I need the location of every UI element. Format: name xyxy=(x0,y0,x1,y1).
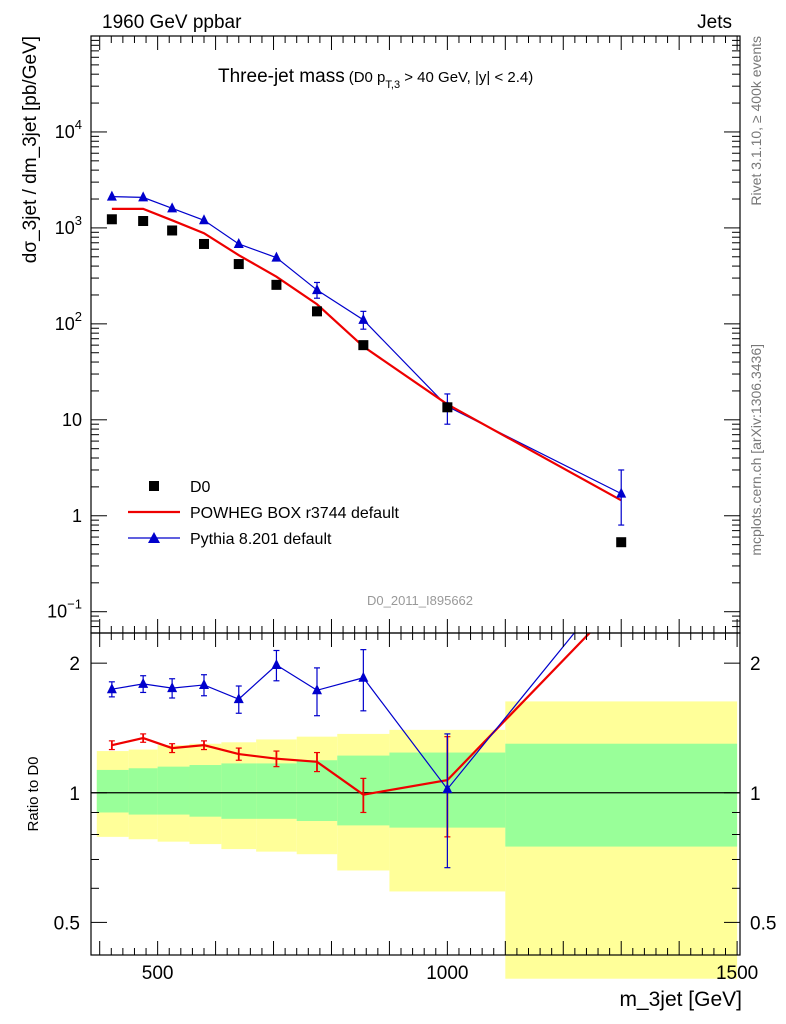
main-y-tick-label-base: 10 xyxy=(55,218,75,238)
pythia-ratio-point xyxy=(358,671,369,682)
main-y-tick-label-exp: 2 xyxy=(75,309,82,324)
pythia-point xyxy=(271,251,282,262)
d0-point xyxy=(616,537,627,548)
main-y-tick-label: 104 xyxy=(55,117,82,142)
pythia-point xyxy=(233,237,244,248)
ratio-y-tick-label: 0.5 xyxy=(54,913,80,934)
x-tick-label: 500 xyxy=(142,963,174,984)
pythia-point xyxy=(138,191,149,202)
legend-d0-label: D0 xyxy=(190,479,211,496)
legend-powheg-label: POWHEG BOX r3744 default xyxy=(190,505,400,522)
main-y-tick-label-base: 10 xyxy=(55,122,75,142)
main-y-tick-label: 1 xyxy=(72,506,82,526)
pythia-ratio-point xyxy=(233,693,244,704)
header-left: 1960 GeV ppbar xyxy=(102,12,242,33)
analysis-watermark: D0_2011_I895662 xyxy=(367,593,473,608)
pythia-point xyxy=(616,487,627,498)
pythia-ratio-line xyxy=(111,633,576,791)
legend-pythia-label: Pythia 8.201 default xyxy=(190,531,332,548)
pythia-ratio-point xyxy=(167,682,178,693)
pythia-ratio-point xyxy=(106,683,117,694)
header-right: Jets xyxy=(697,12,732,33)
pythia-ratio-point xyxy=(198,678,209,689)
chart-title-prefix: (D0 p xyxy=(349,69,386,86)
legend-d0-marker xyxy=(149,481,159,491)
main-y-tick-label: 10 xyxy=(62,410,82,430)
ratio-y-tick-label-right: 2 xyxy=(750,654,761,675)
legend-pythia-marker xyxy=(148,532,160,543)
pythia-ratio-point xyxy=(138,677,149,688)
ratio-y-tick-label-right: 0.5 xyxy=(750,913,776,934)
main-y-tick-label-exp: 3 xyxy=(75,213,82,228)
chart-title: Three-jet mass (D0 pT,3 > 40 GeV, |y| < 2… xyxy=(218,66,533,91)
d0-point xyxy=(167,225,178,236)
ratio-inner-band xyxy=(505,743,738,847)
d0-point xyxy=(233,259,244,270)
main-y-tick-label-base: 10 xyxy=(55,314,75,334)
ratio-plot-frame xyxy=(90,632,741,956)
ratio-y-tick-label: 2 xyxy=(69,654,80,675)
main-y-tick-label: 103 xyxy=(55,213,82,238)
main-plot-frame xyxy=(90,35,741,634)
chart-title-main: Three-jet mass xyxy=(218,66,345,87)
main-y-tick-label-base: 10 xyxy=(62,410,82,430)
chart-title-sub: T,3 xyxy=(385,79,400,91)
main-y-tick-label: 10−1 xyxy=(47,597,82,622)
ratio-inner-band xyxy=(221,763,257,819)
legend: D0 POWHEG BOX r3744 default Pythia 8.201… xyxy=(128,479,400,548)
pythia-ratio-point xyxy=(311,684,322,695)
d0-point xyxy=(271,279,282,290)
x-axis-label: m_3jet [GeV] xyxy=(619,988,742,1011)
x-tick-label: 1000 xyxy=(426,963,468,984)
main-y-tick-label-base: 10 xyxy=(47,602,67,622)
pythia-ratio-point xyxy=(271,659,282,670)
main-y-axis-label: dσ_3jet / dm_3jet [pb/GeV] xyxy=(20,36,41,263)
ratio-inner-band xyxy=(256,763,297,819)
ratio-inner-band xyxy=(96,769,129,813)
d0-point xyxy=(358,340,369,351)
chart-title-suffix: > 40 GeV, |y| < 2.4) xyxy=(400,69,533,86)
x-tick-label: 1500 xyxy=(716,963,758,984)
pythia-point xyxy=(311,284,322,295)
ratio-y-tick-label: 1 xyxy=(69,784,80,805)
ratio-y-tick-label-right: 1 xyxy=(750,784,761,805)
d0-point xyxy=(198,238,209,249)
ratio-plot: 2 2 1 1 0.5 0.5 500 1000 1500 xyxy=(54,632,776,984)
main-y-tick-label: 102 xyxy=(55,309,82,334)
powheg-line xyxy=(111,207,622,502)
ratio-inner-band xyxy=(189,765,222,817)
powheg-ratio-line xyxy=(111,633,592,796)
main-y-tick-label-exp: 4 xyxy=(75,117,82,132)
d0-point xyxy=(442,402,453,413)
rivet-label: Rivet 3.1.10, ≥ 400k events xyxy=(748,36,764,206)
d0-point xyxy=(106,214,117,225)
d0-point xyxy=(311,306,322,317)
pythia-ratio-point xyxy=(442,783,453,794)
ratio-inner-band xyxy=(157,766,190,815)
ratio-y-axis-label: Ratio to D0 xyxy=(25,756,42,831)
pythia-point xyxy=(358,313,369,324)
main-y-tick-label-exp: −1 xyxy=(67,597,82,612)
pythia-point xyxy=(198,214,209,225)
main-y-tick-label-base: 1 xyxy=(72,506,82,526)
ratio-series-group xyxy=(106,633,592,869)
pythia-point xyxy=(106,190,117,201)
pythia-line xyxy=(111,195,622,495)
pythia-point xyxy=(167,202,178,213)
d0-point xyxy=(138,216,149,227)
ratio-inner-band xyxy=(128,768,158,815)
mcplots-label: mcplots.cern.ch [arXiv:1306.3436] xyxy=(748,344,764,556)
